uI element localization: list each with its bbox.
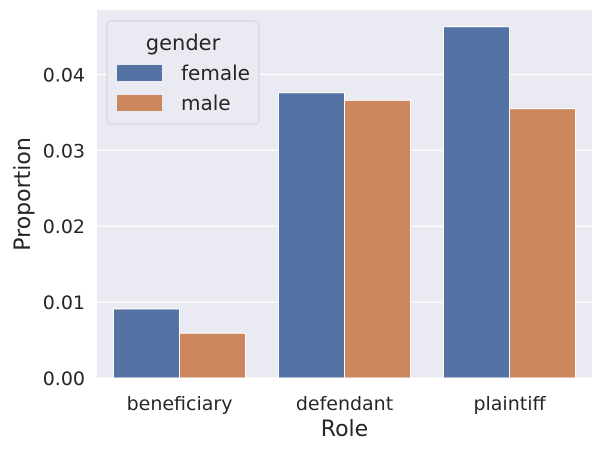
y-tick-label: 0.03 [43,140,85,162]
x-tick-labels: beneficiary defendant plaintiff [127,393,547,415]
y-tick-label: 0.00 [43,368,85,390]
legend: gender female male [106,20,260,125]
bar-male-beneficiary [179,332,246,379]
x-tick-label: plaintiff [473,393,546,415]
bar-male-plaintiff [509,108,576,379]
y-tick-label: 0.01 [43,292,85,314]
x-axis-title: Role [321,417,368,442]
bar-female-defendant [278,92,345,379]
x-tick-label: beneficiary [127,393,233,415]
legend-label-female: female [181,61,250,85]
legend-label-male: male [181,91,231,115]
legend-swatch-male [117,95,162,111]
legend-title: gender [146,31,221,55]
bar-female-beneficiary [113,308,180,379]
bar-male-defendant [344,99,411,379]
x-tick-label: defendant [296,393,393,415]
legend-swatch-female [117,65,162,81]
y-tick-label: 0.02 [43,216,85,238]
y-tick-labels: 0.00 0.01 0.02 0.03 0.04 [43,64,85,390]
y-axis-title: Proportion [11,137,36,251]
bars [113,26,576,379]
y-tick-label: 0.04 [43,64,85,86]
bar-female-plaintiff [443,26,510,379]
